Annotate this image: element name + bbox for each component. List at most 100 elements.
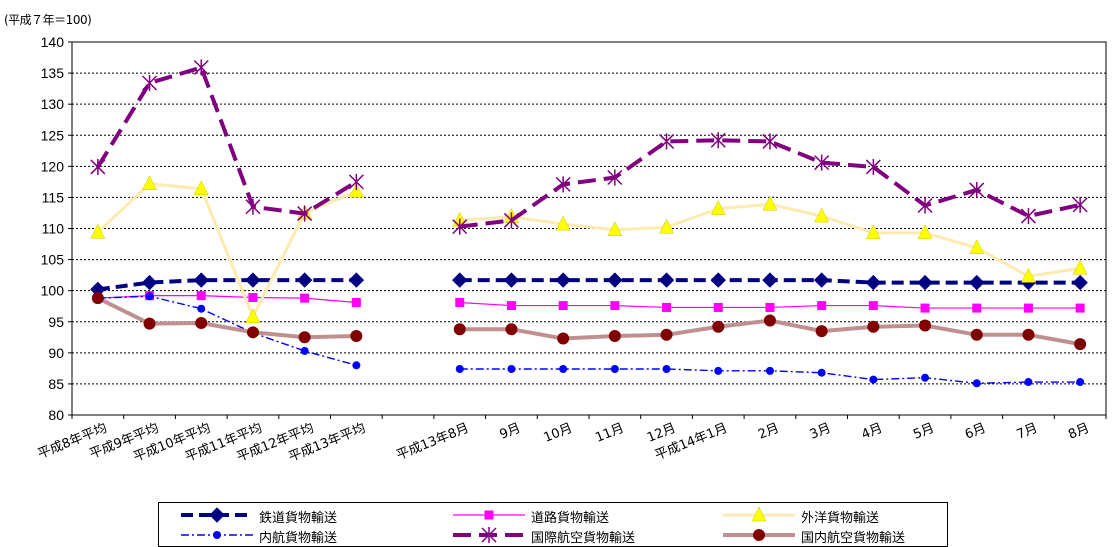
data-point: [817, 368, 826, 377]
data-point: [196, 291, 206, 301]
data-point: [142, 175, 157, 190]
data-point: [245, 308, 261, 324]
y-tick-label: 130: [41, 96, 65, 112]
line-chart: 80859095100105110115120125130135140平成8年平…: [36, 34, 1107, 465]
x-tick-label: 平成13年8月: [394, 421, 471, 464]
data-point: [917, 224, 933, 240]
data-point: [972, 379, 981, 388]
data-point: [1072, 274, 1088, 291]
legend-label: 道路貨物輸送: [531, 511, 610, 526]
y-tick-label: 105: [41, 252, 65, 268]
series-4: [90, 59, 1088, 235]
data-point: [610, 301, 620, 311]
legend-swatch: [453, 510, 525, 520]
legend-label: 国内航空貨物輸送: [801, 531, 906, 546]
data-point: [298, 331, 311, 344]
data-point: [867, 320, 880, 333]
data-point: [1024, 378, 1033, 387]
data-point: [193, 272, 209, 288]
data-point: [607, 272, 623, 288]
x-tick-label: 11月: [593, 421, 626, 446]
data-point: [209, 507, 225, 523]
data-point: [503, 212, 519, 229]
data-point: [555, 272, 571, 288]
data-point: [452, 272, 468, 288]
data-point: [245, 272, 261, 288]
series-5: [91, 292, 1087, 351]
data-point: [751, 506, 767, 522]
data-point: [555, 176, 571, 193]
data-point: [1023, 303, 1033, 313]
data-point: [710, 132, 726, 149]
series-line: [96, 296, 357, 340]
data-point: [1074, 338, 1087, 351]
data-point: [865, 274, 882, 291]
data-point: [765, 302, 775, 312]
data-point: [143, 317, 156, 330]
data-point: [455, 364, 464, 373]
data-point: [608, 330, 621, 343]
data-point: [484, 510, 494, 520]
x-tick-label: 7月: [1015, 421, 1040, 443]
data-point: [917, 274, 933, 291]
data-point: [348, 182, 364, 198]
data-point: [348, 173, 364, 190]
data-point: [865, 224, 881, 240]
y-tick-label: 80: [48, 407, 64, 423]
legend-label: 鉄道貨物輸送: [259, 511, 338, 526]
legend-swatch: [181, 531, 253, 539]
data-point: [297, 205, 313, 222]
data-point: [197, 304, 206, 313]
series-line: [97, 295, 357, 366]
data-point: [753, 529, 765, 541]
data-point: [245, 198, 261, 215]
data-point: [141, 274, 158, 291]
data-point: [145, 292, 154, 301]
y-tick-label: 115: [42, 189, 65, 205]
data-point: [350, 330, 363, 343]
data-point: [1072, 259, 1088, 275]
data-point: [762, 195, 778, 211]
data-point: [195, 316, 208, 329]
data-point: [868, 301, 878, 311]
data-point: [351, 297, 361, 307]
data-point: [352, 361, 361, 370]
y-axis-unit-label: (平成７年＝100): [4, 13, 92, 27]
x-tick-label: 10月: [542, 421, 575, 446]
data-point: [481, 527, 497, 543]
data-point: [296, 272, 313, 288]
data-point: [765, 366, 774, 375]
data-point: [607, 221, 623, 236]
x-tick-label: 8月: [1066, 421, 1091, 443]
data-point: [917, 197, 933, 214]
series-line: [96, 65, 358, 216]
data-point: [555, 215, 571, 231]
legend-swatch: [723, 506, 795, 522]
data-point: [969, 274, 985, 291]
data-point: [503, 272, 520, 288]
data-point: [246, 326, 259, 339]
x-tick-label: 6月: [963, 421, 988, 443]
data-point: [662, 302, 672, 312]
data-point: [1076, 378, 1085, 387]
chart-legend: 鉄道貨物輸送 道路貨物輸送 外洋貨物輸送 内航貨物輸送 国際航空貨物輸送 国内航空貨物輸送: [158, 502, 948, 547]
data-point: [969, 181, 985, 198]
data-point: [455, 297, 465, 307]
x-tick-label: 9月: [498, 421, 523, 443]
x-tick-label: 3月: [808, 421, 833, 443]
y-tick-label: 85: [48, 376, 64, 392]
data-point: [662, 364, 671, 373]
data-point: [713, 302, 723, 312]
series-line: [97, 278, 357, 292]
data-point: [921, 373, 930, 382]
data-point: [1022, 328, 1035, 341]
data-point: [762, 133, 778, 150]
data-point: [90, 223, 106, 239]
data-point: [815, 325, 828, 338]
y-tick-label: 95: [48, 314, 64, 330]
data-point: [712, 320, 725, 333]
data-point: [763, 314, 776, 327]
data-point: [1020, 208, 1036, 225]
data-point: [969, 239, 985, 255]
y-tick-label: 90: [48, 345, 64, 361]
